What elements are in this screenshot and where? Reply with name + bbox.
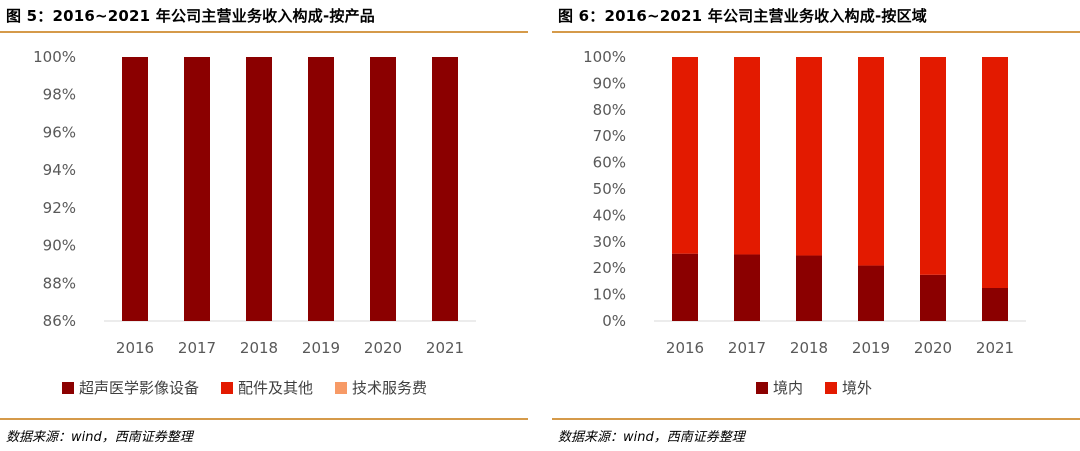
right-chart-title: 图 6：2016~2021 年公司主营业务收入构成-按区域 <box>558 7 927 25</box>
y-tick-label: 96% <box>43 123 76 141</box>
legend: 超声医学影像设备 配件及其他 技术服务费 <box>62 379 427 397</box>
y-tick-label: 86% <box>43 312 76 330</box>
y-tick-label: 100% <box>33 48 76 66</box>
bar-2019-series-0 <box>858 265 884 321</box>
bar-2017-series-0 <box>734 254 760 321</box>
bar-2021-series-0 <box>982 288 1008 321</box>
bar-2019-series-0 <box>308 57 334 321</box>
legend-swatch <box>221 382 233 394</box>
bar-2020-series-0 <box>920 274 946 321</box>
bar-2016-series-0 <box>672 253 698 321</box>
x-tick-label: 2019 <box>302 339 340 357</box>
bar-2017-series-0 <box>184 57 210 321</box>
right-bottom-rule <box>552 418 1080 420</box>
y-tick-label: 60% <box>593 154 626 172</box>
legend-label: 技术服务费 <box>352 379 427 397</box>
y-tick-label: 98% <box>43 86 76 104</box>
x-tick-label: 2021 <box>976 339 1014 357</box>
bar-2019-series-1 <box>858 57 884 266</box>
legend-swatch <box>756 382 768 394</box>
x-tick-label: 2020 <box>364 339 402 357</box>
x-tick-label: 2019 <box>852 339 890 357</box>
y-tick-label: 50% <box>593 180 626 198</box>
legend-label: 境内 <box>773 379 803 397</box>
left-chart-title: 图 5：2016~2021 年公司主营业务收入构成-按产品 <box>6 7 375 25</box>
bar-2018-series-1 <box>796 57 822 256</box>
right-stacked-bar-chart: 0% 10% 20% 30% 40% 50% 60% 70% 80% 90% 100% 2016 201… <box>583 48 1026 397</box>
x-tick-label: 2016 <box>116 339 154 357</box>
y-tick-label: 70% <box>593 127 626 145</box>
legend-label: 境外 <box>842 379 872 397</box>
legend-label: 超声医学影像设备 <box>79 379 199 397</box>
bar-2016-series-0 <box>122 57 148 321</box>
x-tick-label: 2021 <box>426 339 464 357</box>
legend-swatch <box>825 382 837 394</box>
bar-2020-series-1 <box>920 57 946 275</box>
bar-2020-series-0 <box>370 57 396 321</box>
left-stacked-bar-chart: 86% 88% 90% 92% 94% 96% 98% 100% 2016 2017 2018 201… <box>33 48 476 397</box>
y-tick-label: 0% <box>602 312 626 330</box>
y-tick-label: 30% <box>593 233 626 251</box>
legend-swatch <box>62 382 74 394</box>
right-source-note: 数据来源：wind，西南证券整理 <box>558 430 745 445</box>
y-tick-label: 92% <box>43 199 76 217</box>
y-tick-label: 100% <box>583 48 626 66</box>
x-tick-label: 2017 <box>178 339 216 357</box>
y-tick-label: 40% <box>593 206 626 224</box>
legend-label: 配件及其他 <box>238 379 313 397</box>
x-tick-label: 2018 <box>240 339 278 357</box>
bar-2018-series-0 <box>796 255 822 321</box>
x-tick-label: 2017 <box>728 339 766 357</box>
right-chart-panel: 图 6：2016~2021 年公司主营业务收入构成-按区域 0% 10% 20% 30… <box>552 0 1080 451</box>
y-tick-label: 88% <box>43 274 76 292</box>
bar-2017-series-1 <box>734 57 760 255</box>
left-bottom-rule <box>0 418 528 420</box>
legend-swatch <box>335 382 347 394</box>
legend: 境内 境外 <box>756 379 872 397</box>
left-source-note: 数据来源：wind，西南证券整理 <box>6 430 193 445</box>
y-tick-label: 94% <box>43 161 76 179</box>
y-tick-label: 90% <box>43 237 76 255</box>
y-tick-label: 90% <box>593 74 626 92</box>
bar-2021-series-0 <box>432 57 458 321</box>
right-top-rule <box>552 31 1080 33</box>
y-tick-label: 10% <box>593 286 626 304</box>
x-tick-label: 2018 <box>790 339 828 357</box>
bar-2018-series-0 <box>246 57 272 321</box>
x-tick-label: 2016 <box>666 339 704 357</box>
bar-2021-series-1 <box>982 57 1008 288</box>
left-chart-panel: 图 5：2016~2021 年公司主营业务收入构成-按产品 86% 88% 90% 9… <box>0 0 528 451</box>
left-top-rule <box>0 31 528 33</box>
x-tick-label: 2020 <box>914 339 952 357</box>
y-tick-label: 20% <box>593 259 626 277</box>
y-tick-label: 80% <box>593 101 626 119</box>
bar-2016-series-1 <box>672 57 698 254</box>
